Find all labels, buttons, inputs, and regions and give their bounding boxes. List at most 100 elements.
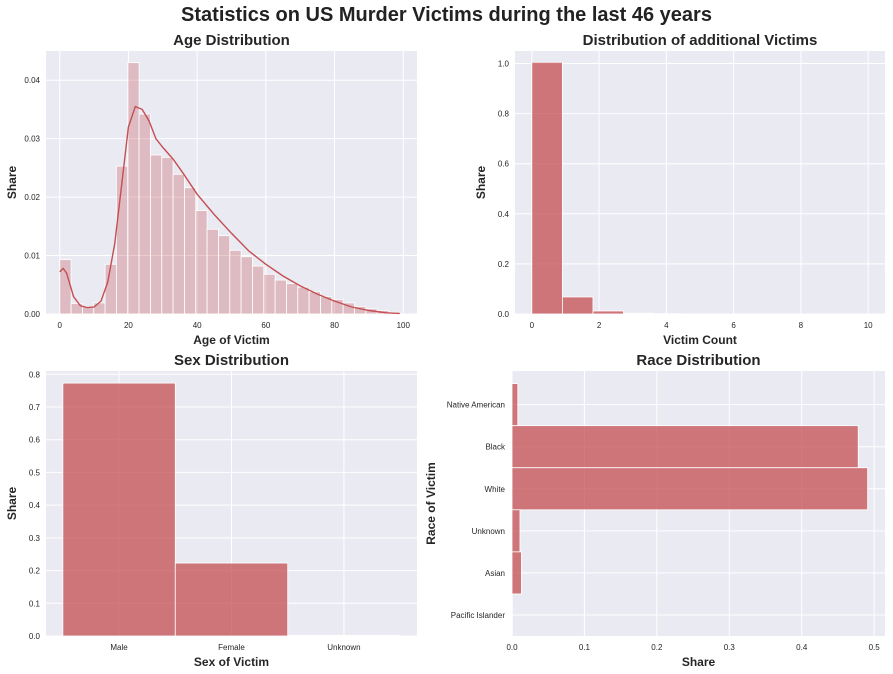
bar xyxy=(62,382,176,637)
y-tick-label: 0.2 xyxy=(29,567,41,576)
category-label: Pacific Islander xyxy=(451,611,506,620)
histogram-bar xyxy=(127,62,140,315)
category-label: Black xyxy=(485,443,506,452)
category-label: Female xyxy=(218,643,245,652)
y-tick-label: 0.01 xyxy=(24,252,40,261)
sex-distribution-panel: Sex Distribution 0.0 0.1 0.2 0.3 0.4 0.5 0.6 0.7… xyxy=(5,352,417,669)
histogram-bar xyxy=(297,286,310,315)
chart-title: Age Distribution xyxy=(173,32,290,49)
y-tick-label: 0.4 xyxy=(29,501,41,510)
y-tick-label: 0.02 xyxy=(24,193,40,202)
x-tick-label: 0.3 xyxy=(724,643,736,652)
y-tick-label: 0.4 xyxy=(498,210,510,219)
category-label: Native American xyxy=(447,401,505,410)
histogram-bar xyxy=(561,296,594,315)
histogram-bar xyxy=(252,265,265,315)
histogram-bar xyxy=(138,113,151,315)
histogram-bar xyxy=(286,283,299,315)
x-axis-label: Age of Victim xyxy=(193,333,269,347)
x-tick-label: 0.2 xyxy=(651,643,663,652)
x-axis-label: Sex of Victim xyxy=(194,655,269,669)
histogram-bar xyxy=(206,228,219,315)
y-tick-label: 0.6 xyxy=(498,160,510,169)
histogram-bar xyxy=(184,187,197,315)
category-label: Unknown xyxy=(472,527,505,536)
y-axis-label: Race of Victim xyxy=(424,462,438,544)
histogram-bar xyxy=(161,156,174,315)
y-tick-label: 0.7 xyxy=(29,403,41,412)
bar xyxy=(511,551,522,595)
x-tick-label: 4 xyxy=(664,321,669,330)
y-axis-label: Share xyxy=(5,487,19,521)
y-tick-label: 0.0 xyxy=(498,310,510,319)
histogram-bar xyxy=(150,154,163,315)
race-distribution-panel: Race Distribution 0.0 0.1 0.2 0.3 0.4 0.5 Nativ… xyxy=(424,352,885,669)
y-tick-label: 0.2 xyxy=(498,260,510,269)
chart-title: Sex Distribution xyxy=(174,352,289,369)
histogram-bar xyxy=(531,61,563,315)
histogram-bar xyxy=(240,256,253,315)
x-tick-label: 2 xyxy=(597,321,602,330)
y-tick-label: 0.3 xyxy=(29,534,41,543)
x-tick-label: 0.5 xyxy=(869,643,881,652)
y-tick-label: 0.6 xyxy=(29,436,41,445)
x-tick-label: 10 xyxy=(864,321,873,330)
category-label: Unknown xyxy=(327,643,360,652)
x-tick-label: 60 xyxy=(261,321,270,330)
x-tick-label: 0.4 xyxy=(796,643,808,652)
y-axis-label: Share xyxy=(5,166,19,200)
additional-victims-panel: Distribution of additional Victims 0.0 0.2… xyxy=(474,32,885,347)
bar xyxy=(287,634,401,637)
histogram-bar xyxy=(229,249,242,315)
x-tick-label: 0.0 xyxy=(506,643,518,652)
histogram-bar xyxy=(623,312,655,315)
x-tick-label: 40 xyxy=(193,321,202,330)
y-tick-label: 0.0 xyxy=(29,632,41,641)
bar xyxy=(174,562,289,637)
y-axis-label: Share xyxy=(474,166,488,200)
age-distribution-panel: Age Distribution 0.00 0.01 0.02 0.03 0.04 0 20 4… xyxy=(5,32,417,347)
y-tick-label: 1.0 xyxy=(498,60,510,69)
y-tick-label: 0.5 xyxy=(29,468,41,477)
x-tick-label: 6 xyxy=(731,321,736,330)
bar xyxy=(511,509,521,553)
histogram-bar xyxy=(116,165,129,315)
x-tick-label: 80 xyxy=(330,321,339,330)
bar xyxy=(511,467,869,511)
y-tick-label: 0.1 xyxy=(29,599,41,608)
figure-title: Statistics on US Murder Victims during t… xyxy=(181,4,712,26)
histogram-bar xyxy=(195,210,208,315)
x-tick-label: 20 xyxy=(124,321,133,330)
x-axis-label: Victim Count xyxy=(663,333,737,347)
chart-title: Distribution of additional Victims xyxy=(583,32,818,49)
category-label: White xyxy=(485,485,506,494)
bar xyxy=(511,425,859,469)
x-axis-label: Share xyxy=(682,655,716,669)
histogram-bar xyxy=(274,279,287,315)
x-tick-label: 8 xyxy=(799,321,804,330)
x-tick-label: 100 xyxy=(397,321,411,330)
x-tick-label: 0 xyxy=(58,321,63,330)
y-tick-label: 0.04 xyxy=(24,76,40,85)
x-tick-label: 0 xyxy=(530,321,535,330)
histogram-bar xyxy=(218,235,231,315)
y-tick-label: 0.8 xyxy=(29,370,41,379)
x-tick-label: 0.1 xyxy=(579,643,591,652)
histogram-bar xyxy=(592,310,624,315)
plot-background xyxy=(515,51,885,314)
plot-background xyxy=(46,51,417,314)
y-tick-label: 0.8 xyxy=(498,110,510,119)
chart-title: Race Distribution xyxy=(636,352,760,369)
histogram-bar xyxy=(104,263,117,315)
histogram-bar xyxy=(263,273,276,315)
category-label: Male xyxy=(110,643,128,652)
category-label: Asian xyxy=(485,569,505,578)
y-tick-label: 0.03 xyxy=(24,135,40,144)
histogram-bar xyxy=(93,302,106,315)
y-tick-label: 0.00 xyxy=(24,310,40,319)
bar xyxy=(511,383,519,427)
histogram-bar xyxy=(59,259,72,315)
kde-line xyxy=(59,105,400,315)
histogram-bar xyxy=(172,173,185,315)
